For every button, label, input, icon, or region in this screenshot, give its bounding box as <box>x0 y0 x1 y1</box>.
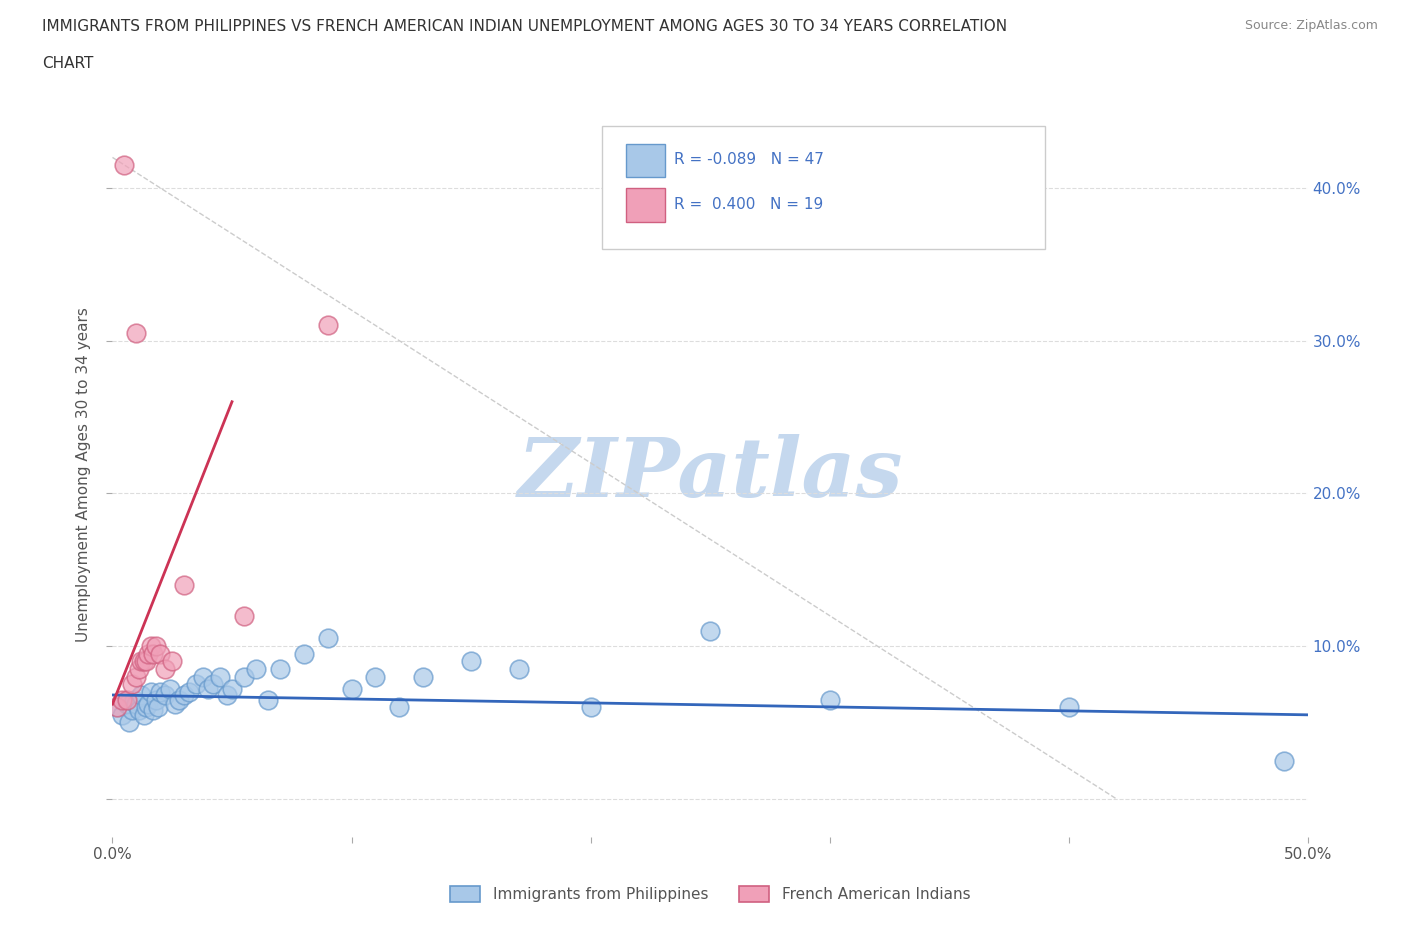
Point <box>173 687 195 702</box>
Point <box>316 318 339 333</box>
Point <box>388 699 411 714</box>
Point <box>269 661 291 676</box>
Point <box>145 639 167 654</box>
Point <box>121 703 143 718</box>
Point <box>128 703 150 718</box>
Text: ZIPatlas: ZIPatlas <box>517 434 903 514</box>
Point <box>153 661 176 676</box>
Point <box>125 670 148 684</box>
Point <box>209 670 232 684</box>
Point <box>135 654 157 669</box>
Point <box>142 646 165 661</box>
Point <box>105 699 128 714</box>
Point <box>128 661 150 676</box>
Point <box>233 608 256 623</box>
Point <box>818 692 841 707</box>
FancyBboxPatch shape <box>603 126 1045 249</box>
Point <box>163 697 186 711</box>
Point <box>121 677 143 692</box>
Point <box>217 687 239 702</box>
FancyBboxPatch shape <box>627 143 665 177</box>
Point <box>142 703 165 718</box>
Point <box>135 699 157 714</box>
Point <box>221 682 243 697</box>
Point <box>138 646 160 661</box>
Point <box>125 326 148 340</box>
Point <box>149 684 172 699</box>
Point <box>1272 753 1295 768</box>
Point <box>114 157 135 172</box>
Point <box>508 661 530 676</box>
Text: R = -0.089   N = 47: R = -0.089 N = 47 <box>675 152 824 167</box>
Point <box>257 692 280 707</box>
Point <box>699 623 721 638</box>
Point <box>233 670 256 684</box>
Point <box>460 654 482 669</box>
Legend: Immigrants from Philippines, French American Indians: Immigrants from Philippines, French Amer… <box>450 886 970 902</box>
Point <box>139 684 162 699</box>
Point <box>177 684 200 699</box>
Point <box>146 699 169 714</box>
Point <box>122 692 145 707</box>
Point <box>115 697 138 711</box>
Point <box>340 682 363 697</box>
Point <box>1057 699 1080 714</box>
Point <box>111 708 134 723</box>
Text: IMMIGRANTS FROM PHILIPPINES VS FRENCH AMERICAN INDIAN UNEMPLOYMENT AMONG AGES 30: IMMIGRANTS FROM PHILIPPINES VS FRENCH AM… <box>42 19 1007 33</box>
Point <box>173 578 195 592</box>
Point <box>162 654 183 669</box>
Point <box>412 670 434 684</box>
Point <box>115 692 138 707</box>
Point <box>201 677 224 692</box>
Point <box>138 697 160 711</box>
Point <box>153 687 176 702</box>
Point <box>159 682 181 697</box>
Point <box>139 639 162 654</box>
Point <box>129 654 152 669</box>
Point <box>364 670 387 684</box>
Point <box>316 631 339 646</box>
Point <box>132 708 155 723</box>
Point <box>292 646 315 661</box>
Point <box>193 670 215 684</box>
Point <box>132 654 155 669</box>
Text: Source: ZipAtlas.com: Source: ZipAtlas.com <box>1244 19 1378 32</box>
Point <box>197 682 219 697</box>
Point <box>149 646 172 661</box>
FancyBboxPatch shape <box>627 189 665 222</box>
Point <box>129 687 152 702</box>
Point <box>579 699 602 714</box>
Text: R =  0.400   N = 19: R = 0.400 N = 19 <box>675 197 824 212</box>
Point <box>105 699 128 714</box>
Y-axis label: Unemployment Among Ages 30 to 34 years: Unemployment Among Ages 30 to 34 years <box>76 307 91 642</box>
Text: CHART: CHART <box>42 56 94 71</box>
Point <box>111 692 134 707</box>
Point <box>186 677 208 692</box>
Point <box>145 692 167 707</box>
Point <box>125 697 148 711</box>
Point <box>169 692 191 707</box>
Point <box>118 715 141 730</box>
Point <box>245 661 267 676</box>
